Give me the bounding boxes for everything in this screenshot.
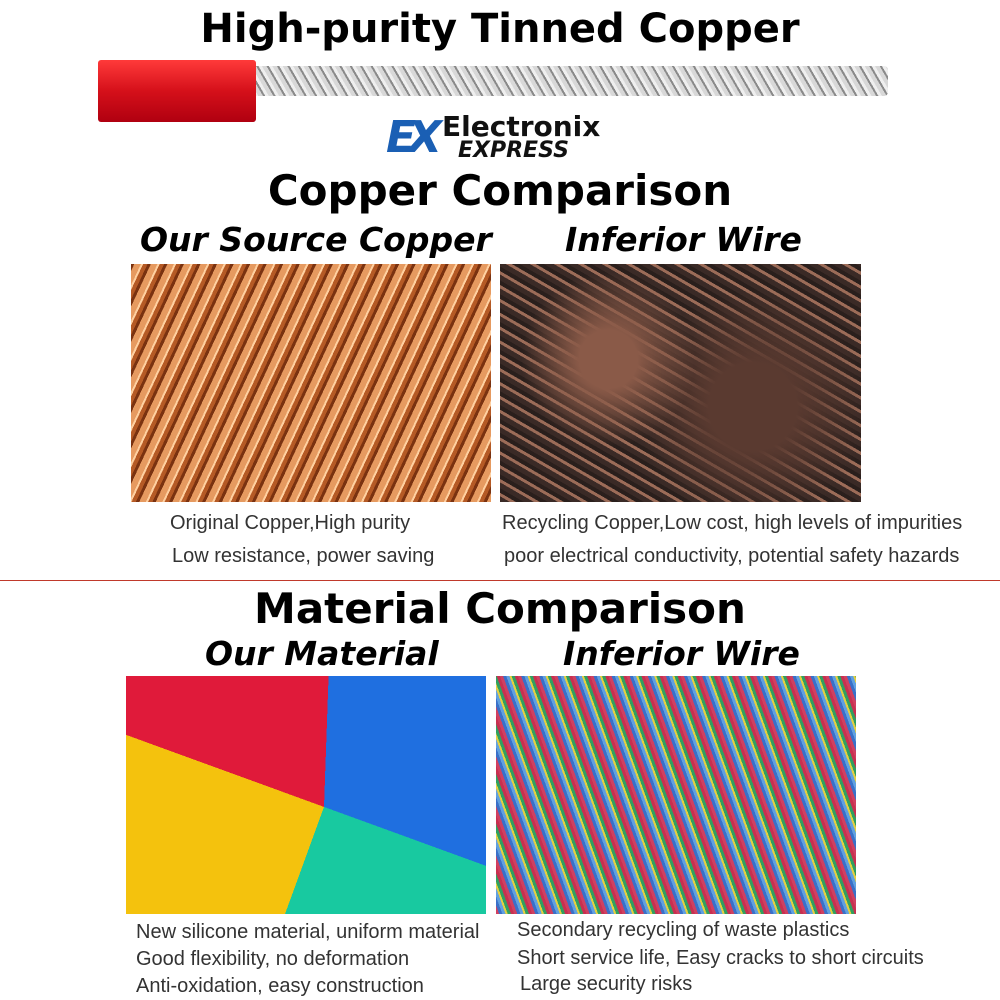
source-copper-photo: [131, 264, 491, 502]
wire-insulation: [98, 60, 256, 122]
material-right-caption-1: Secondary recycling of waste plastics: [517, 919, 850, 941]
copper-left-caption-1: Original Copper,High purity: [170, 512, 411, 534]
copper-right-caption-1: Recycling Copper,Low cost, high levels o…: [502, 512, 963, 534]
section-divider: [0, 580, 1000, 581]
material-left-caption-2: Good flexibility, no deformation: [136, 948, 410, 970]
copper-comparison-title: Copper Comparison: [267, 166, 733, 215]
wire-image: [98, 58, 888, 122]
copper-left-label: Our Source Copper: [140, 220, 492, 259]
copper-right-label: Inferior Wire: [565, 220, 802, 259]
copper-right-caption-2: poor electrical conductivity, potential …: [504, 545, 960, 567]
brand-logo: EX Electronix EXPRESS: [386, 110, 626, 166]
logo-mark: EX: [386, 112, 442, 163]
material-right-caption-2: Short service life, Easy cracks to short…: [517, 947, 924, 969]
material-right-caption-3: Large security risks: [520, 973, 693, 995]
logo-line2: EXPRESS: [458, 138, 569, 163]
material-right-label: Inferior Wire: [563, 634, 800, 673]
material-comparison-title: Material Comparison: [254, 584, 746, 633]
silicone-pellets-photo: [126, 676, 486, 914]
logo-line1: Electronix: [442, 110, 601, 143]
copper-left-caption-2: Low resistance, power saving: [172, 545, 435, 567]
inferior-copper-photo: [500, 264, 861, 502]
page-title: High-purity Tinned Copper: [200, 6, 800, 52]
material-left-caption-3: Anti-oxidation, easy construction: [136, 975, 424, 997]
wire-strands: [248, 66, 888, 96]
material-left-label: Our Material: [205, 634, 439, 673]
material-left-caption-1: New silicone material, uniform material: [136, 921, 480, 943]
recycled-wires-photo: [496, 676, 856, 914]
